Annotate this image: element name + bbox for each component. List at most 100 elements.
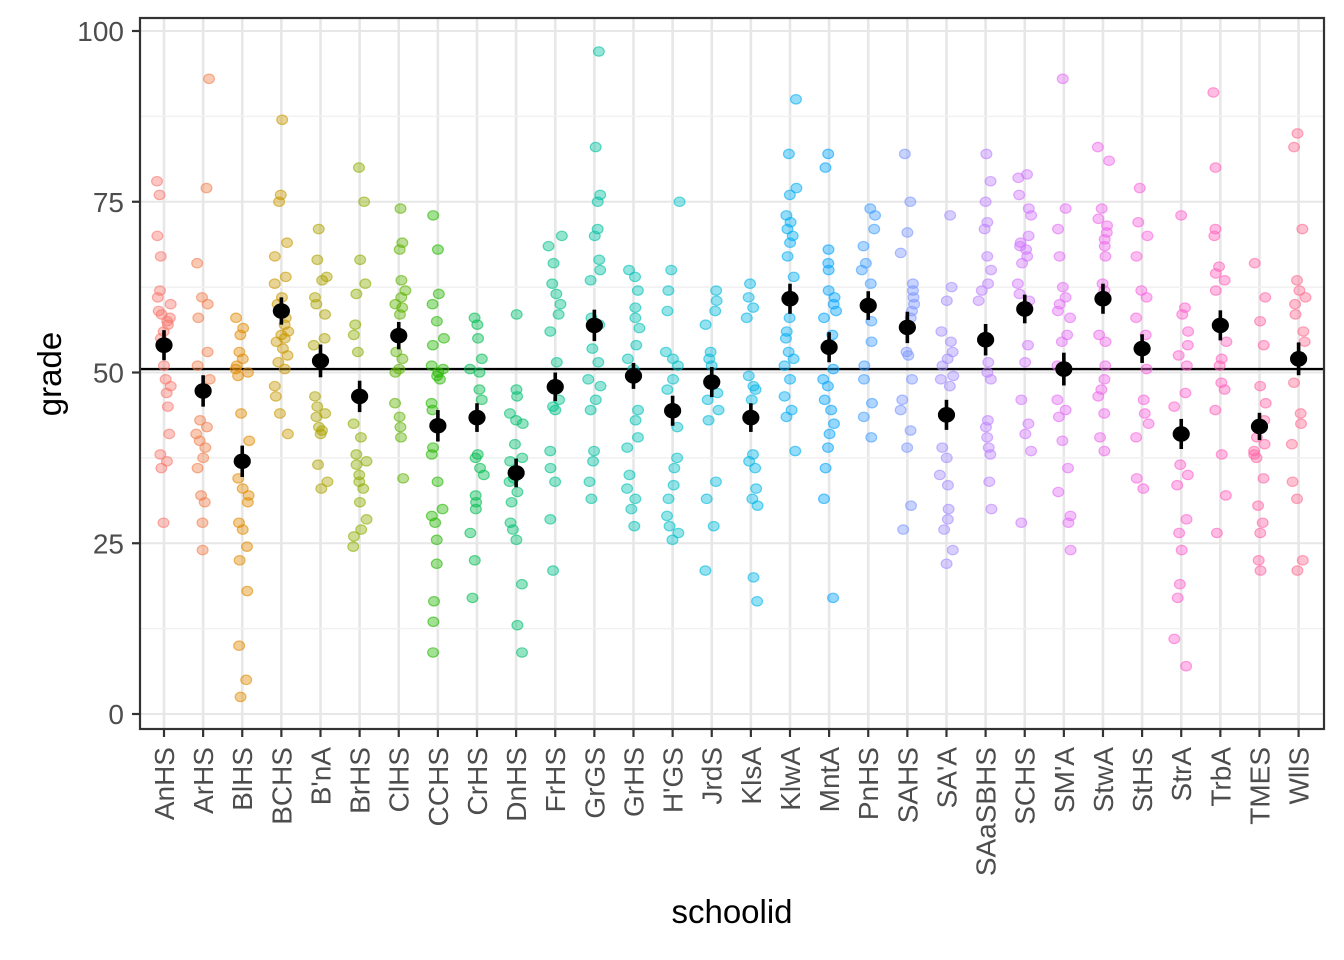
data-point	[550, 356, 563, 368]
mean-point	[664, 402, 682, 419]
data-point	[1288, 377, 1301, 389]
x-tick-label: StHS	[1127, 747, 1158, 812]
data-point	[349, 319, 362, 330]
data-point	[310, 411, 323, 423]
data-point	[822, 442, 835, 453]
data-point	[629, 415, 642, 426]
data-point	[347, 329, 360, 341]
data-point	[353, 496, 366, 508]
data-point	[1142, 418, 1155, 430]
data-point	[466, 592, 479, 604]
data-point	[240, 674, 253, 686]
data-point	[161, 401, 174, 412]
data-point	[944, 210, 957, 221]
data-point	[981, 251, 994, 262]
data-point	[192, 312, 205, 324]
data-point	[1171, 592, 1184, 604]
data-point	[1173, 527, 1186, 539]
data-point	[783, 312, 796, 324]
data-point	[191, 360, 204, 371]
data-point	[273, 196, 286, 208]
data-point	[1293, 285, 1306, 296]
data-point	[978, 223, 991, 235]
data-point	[1252, 555, 1265, 566]
data-point	[347, 541, 360, 552]
data-point	[1141, 230, 1154, 242]
data-point	[516, 452, 529, 464]
data-point	[857, 240, 870, 252]
data-point	[584, 274, 597, 286]
data-point	[944, 336, 957, 348]
data-point	[1092, 391, 1105, 402]
data-point	[351, 346, 364, 358]
data-point	[936, 442, 949, 453]
data-point	[511, 486, 524, 498]
data-point	[350, 449, 363, 460]
data-point	[268, 278, 281, 290]
mean-point	[1211, 317, 1229, 334]
data-point	[663, 520, 676, 532]
data-point	[1056, 435, 1069, 447]
data-point	[347, 531, 360, 542]
data-point	[628, 520, 641, 532]
data-point	[1051, 305, 1064, 317]
data-point	[201, 346, 214, 358]
data-point	[1013, 288, 1026, 300]
data-point	[906, 374, 919, 385]
data-point	[592, 356, 605, 368]
data-point	[866, 397, 879, 409]
data-point	[1175, 210, 1188, 221]
mean-point	[624, 368, 643, 384]
data-point	[358, 196, 371, 208]
data-point	[279, 271, 292, 283]
data-point	[241, 496, 254, 508]
data-point	[437, 333, 450, 344]
data-point	[1180, 660, 1193, 672]
data-point	[1296, 223, 1309, 235]
data-point	[745, 394, 758, 406]
data-point	[1172, 350, 1185, 361]
data-point	[1052, 223, 1065, 235]
data-point	[1012, 172, 1025, 184]
data-point	[894, 247, 907, 259]
data-point	[1138, 408, 1151, 419]
data-point	[710, 285, 723, 296]
data-point	[151, 175, 164, 187]
data-point	[984, 449, 997, 460]
data-point	[359, 278, 372, 290]
data-point	[869, 210, 882, 221]
data-point	[1019, 428, 1032, 440]
mean-point	[311, 353, 330, 369]
data-point	[1297, 326, 1310, 337]
data-point	[621, 483, 634, 494]
data-point	[865, 432, 878, 443]
data-point	[312, 223, 325, 235]
data-point	[972, 295, 985, 307]
mean-point	[155, 337, 173, 353]
data-point	[1254, 315, 1267, 327]
x-tick-label: StwA	[1088, 747, 1119, 813]
data-point	[1250, 452, 1263, 464]
data-point	[743, 455, 756, 467]
data-point	[1137, 483, 1150, 494]
data-point	[818, 312, 831, 324]
data-point	[464, 527, 477, 539]
data-point	[1130, 251, 1143, 262]
x-tick-label: BrHS	[345, 747, 376, 814]
data-point	[1016, 257, 1029, 269]
data-point	[200, 421, 213, 433]
data-point	[661, 384, 674, 395]
data-point	[1051, 394, 1064, 406]
data-point	[662, 493, 675, 505]
data-point	[979, 421, 992, 433]
mean-point	[1133, 340, 1151, 357]
data-point	[594, 264, 607, 276]
data-point	[1059, 404, 1072, 416]
data-point	[1218, 274, 1231, 286]
data-point	[787, 353, 800, 365]
data-point	[468, 555, 481, 566]
data-point	[1219, 490, 1232, 501]
data-point	[747, 572, 760, 583]
data-point	[700, 493, 713, 505]
data-point	[426, 339, 439, 351]
